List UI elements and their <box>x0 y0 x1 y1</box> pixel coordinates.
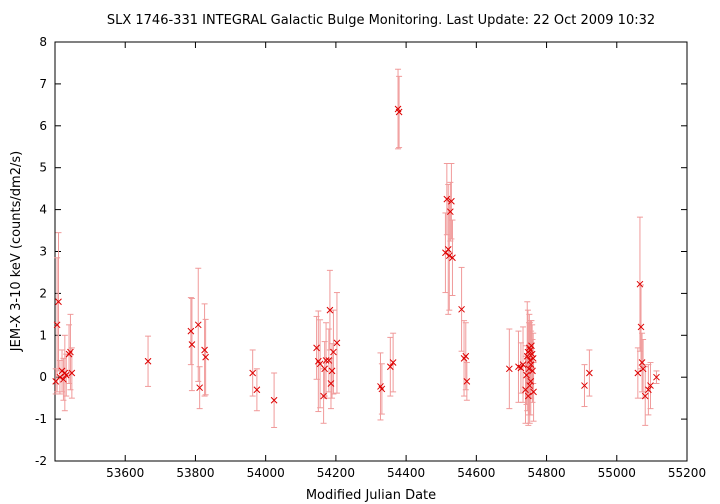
data-point <box>443 195 451 203</box>
x-tick-label: 53600 <box>106 466 144 480</box>
y-tick-label: 6 <box>39 119 47 133</box>
data-point <box>462 352 470 360</box>
data-point <box>505 365 513 373</box>
data-point <box>53 321 61 329</box>
data-point <box>653 373 660 381</box>
data-point <box>641 392 649 400</box>
data-point <box>56 373 64 381</box>
data-point <box>321 365 329 373</box>
data-point <box>196 384 204 392</box>
data-point <box>639 365 647 373</box>
data-point <box>144 357 152 365</box>
data-point <box>528 342 535 350</box>
data-point <box>527 378 535 385</box>
y-axis: -2 -1 0 1 2 3 4 5 6 7 8 <box>35 35 687 468</box>
y-tick-label: 7 <box>39 77 47 91</box>
data-point <box>526 357 534 364</box>
data-point <box>322 357 330 364</box>
data-point <box>395 108 403 116</box>
data-point <box>326 306 334 314</box>
data-point <box>55 298 62 306</box>
data-point <box>527 361 535 368</box>
data-point <box>60 375 67 383</box>
data-point <box>68 369 76 377</box>
x-tick-label: 55200 <box>668 466 706 480</box>
data-point <box>523 371 530 379</box>
data-point <box>645 386 652 394</box>
data-point <box>389 359 397 366</box>
y-tick-label: 5 <box>39 161 47 175</box>
data-point <box>194 321 202 329</box>
y-tick-label: 2 <box>39 286 47 300</box>
data-point <box>517 364 525 372</box>
data-point <box>647 382 654 389</box>
data-point <box>448 197 455 205</box>
data-point <box>530 388 537 396</box>
data-point <box>529 354 537 362</box>
y-tick-label: 4 <box>39 203 47 217</box>
chart-title: SLX 1746-331 INTEGRAL Galactic Bulge Mon… <box>107 13 655 28</box>
data-point <box>458 305 465 313</box>
data-point <box>386 363 394 371</box>
y-tick-label: 0 <box>39 370 47 384</box>
data-point <box>62 371 70 379</box>
data-point <box>328 367 336 375</box>
data-point <box>637 323 645 331</box>
data-point <box>526 382 534 389</box>
y-tick-label: 3 <box>39 245 47 259</box>
y-tick-label: -2 <box>35 454 47 468</box>
data-point <box>378 385 386 393</box>
data-point <box>638 359 646 366</box>
data-point <box>586 369 593 377</box>
x-tick-label: 54600 <box>457 466 495 480</box>
x-axis-label: Modified Julian Date <box>306 488 436 503</box>
data-point <box>445 252 453 260</box>
data-point <box>525 365 533 373</box>
data-point <box>325 357 333 364</box>
data-point <box>201 346 208 354</box>
plot-frame <box>54 41 688 462</box>
data-point <box>634 369 642 377</box>
y-tick-label: 8 <box>39 35 47 49</box>
data-point <box>581 382 588 389</box>
y-axis-label: JEM-X 3-10 keV (counts/dm2/s) <box>9 151 24 352</box>
x-tick-label: 54800 <box>527 466 565 480</box>
x-tick-label: 54200 <box>317 466 355 480</box>
x-axis: 53600 53800 54000 54200 54400 54600 54800 55000… <box>106 42 706 480</box>
x-tick-label: 54000 <box>247 466 285 480</box>
data-point <box>446 208 454 216</box>
x-tick-label: 53800 <box>176 466 214 480</box>
error-bars <box>52 68 660 428</box>
data-point <box>188 341 196 348</box>
data-point <box>463 378 471 385</box>
x-tick-label: 55000 <box>598 466 636 480</box>
data-point <box>249 369 257 377</box>
y-tick-label: 1 <box>39 328 47 342</box>
data-point <box>333 339 341 347</box>
data-point <box>320 392 327 400</box>
data-point <box>202 353 209 361</box>
data-point <box>524 392 532 400</box>
x-tick-label: 54400 <box>387 466 425 480</box>
data-point <box>187 327 195 335</box>
data-points <box>52 105 660 404</box>
y-tick-label: -1 <box>35 412 47 426</box>
data-point <box>636 280 644 288</box>
data-point <box>253 386 261 394</box>
data-point <box>270 396 278 404</box>
data-point <box>444 246 452 253</box>
data-point <box>528 350 536 358</box>
data-point <box>529 367 536 375</box>
data-point <box>519 361 527 368</box>
data-point <box>330 348 337 356</box>
data-point <box>527 346 534 354</box>
data-point <box>449 254 456 262</box>
data-point <box>327 380 335 387</box>
data-point <box>67 348 74 356</box>
data-point <box>313 344 320 352</box>
